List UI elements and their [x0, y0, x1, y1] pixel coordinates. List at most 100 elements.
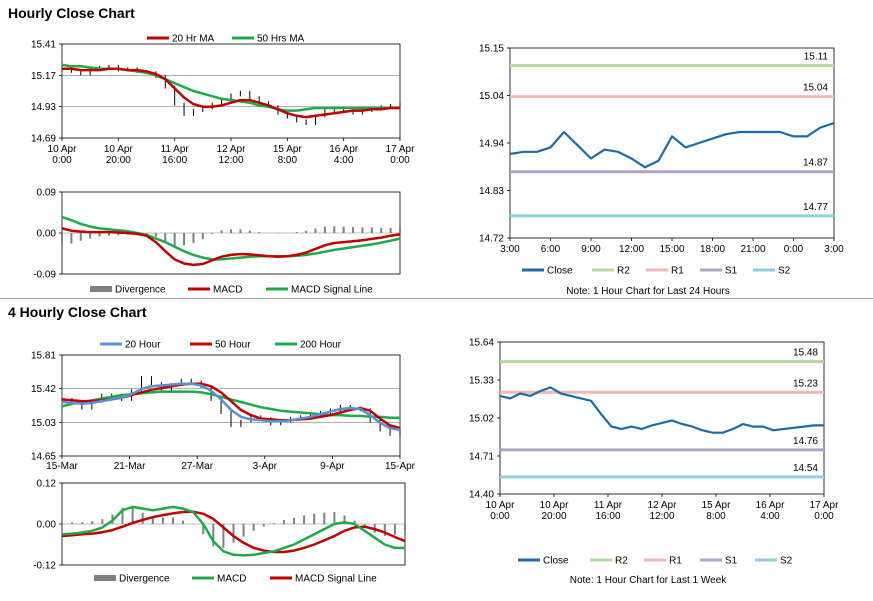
four-hourly-price-y-tick-label: 15.03 [31, 418, 56, 429]
four-hourly-price-y-tick-label: 14.65 [31, 452, 56, 463]
four-hourly-pivot-x-tick-label: 4:00 [760, 511, 780, 522]
hourly-pivot-x-tick-label: 15:00 [659, 244, 684, 255]
hourly-macd-y-tick-label: 0.09 [37, 188, 57, 199]
hourly-pivot-x-tick-label: 3:00 [824, 244, 844, 255]
hourly-section-title: Hourly Close Chart [8, 5, 135, 21]
hourly-pivot-legend-close-label: Close [547, 266, 573, 277]
four-hourly-pivot-level-label-r2: 15.48 [793, 348, 818, 359]
hourly-pivot-x-tick-label: 12:00 [619, 244, 644, 255]
four-hourly-price-x-tick-label: 15-Apr [385, 461, 416, 472]
four-hourly-price-y-tick-label: 15.42 [31, 384, 56, 395]
four-hourly-price-frame [61, 354, 401, 457]
four-hourly-pivot-x-tick-label: 15 Apr [702, 500, 732, 511]
hourly-price-x-tick-label: 0:00 [52, 155, 72, 166]
hourly-pivot-x-tick-label: 9:00 [581, 244, 601, 255]
four-hourly-pivot-x-tick-label: 0:00 [490, 511, 510, 522]
four-hourly-price-x-tick-label: 15-Mar [46, 461, 78, 472]
four-hourly-pivot-x-tick-label: 12 Apr [648, 500, 678, 511]
hourly-pivot-legend-s2-label: S2 [778, 266, 791, 277]
hourly-pivot-level-label-s1: 14.87 [803, 158, 828, 169]
hourly-pivot-note: Note: 1 Hour Chart for Last 24 Hours [566, 286, 729, 297]
hourly-price-x-tick-label: 10 Apr [104, 144, 134, 155]
four-hourly-price-x-tick-label: 3-Apr [253, 461, 278, 472]
four-hourly-legend-50h-label: 50 Hour [215, 340, 251, 351]
four-hourly-legend-200h-label: 200 Hour [300, 340, 342, 351]
hourly-pivot-legend-r2-label: R2 [617, 266, 630, 277]
hourly-pivot-y-tick-label: 15.04 [479, 91, 504, 102]
hourly-macd-signal-line [61, 215, 401, 261]
four-hourly-pivot-level-label-s2: 14.54 [793, 463, 818, 474]
hourly-macd-legend-divergence-swatch [90, 286, 112, 292]
hourly-pivot-level-label-r2: 15.11 [804, 52, 829, 63]
four-hourly-macd-legend-signal-label: MACD Signal Line [295, 574, 377, 585]
hourly-legend-50hr-label: 50 Hrs MA [257, 34, 305, 45]
hourly-legend-20hr-label: 20 Hr MA [172, 34, 215, 45]
hourly-price-x-tick-label: 4:00 [334, 155, 354, 166]
hourly-macd-y-tick-label: -0.09 [33, 270, 56, 281]
hourly-pivot-y-tick-label: 14.94 [479, 139, 504, 150]
four-hourly-price-x-tick-label: 21-Mar [114, 461, 146, 472]
four-hourly-pivot-level-label-s1: 14.76 [793, 436, 818, 447]
hourly-price-x-tick-label: 8:00 [278, 155, 298, 166]
four-hourly-macd-y-tick-label: 0.12 [37, 479, 57, 490]
hourly-price-y-tick-label: 14.93 [31, 102, 56, 113]
four-hourly-macd-y-tick-label: -0.12 [33, 561, 56, 572]
hourly-pivot-legend-s1-label: S1 [725, 266, 738, 277]
four-hourly-price-x-tick-label: 9-Apr [320, 461, 345, 472]
hourly-price-y-tick-label: 14.69 [31, 134, 56, 145]
four-hourly-macd-line [61, 505, 405, 557]
hourly-price-x-tick-label: 16:00 [162, 155, 187, 166]
hourly-price-y-tick-label: 15.17 [31, 71, 56, 82]
four-hourly-pivot-legend-s1-label: S1 [725, 556, 738, 567]
hourly-pivot-frame [509, 47, 835, 239]
hourly-price-x-tick-label: 12:00 [218, 155, 243, 166]
four-hourly-200h-line [61, 390, 400, 419]
four-hourly-pivot-x-tick-label: 16:00 [595, 511, 620, 522]
hourly-pivot-y-tick-label: 14.83 [479, 186, 504, 197]
four-hourly-pivot-x-tick-label: 12:00 [649, 511, 674, 522]
hourly-20hr-ma-line [62, 67, 400, 119]
four-hourly-pivot-y-tick-label: 14.71 [469, 452, 494, 463]
four-hourly-pivot-legend-close-label: Close [543, 556, 569, 567]
hourly-pivot-close-line [509, 122, 835, 169]
hourly-price-x-tick-label: 10 Apr [48, 144, 78, 155]
hourly-pivot-level-label-s2: 14.77 [803, 202, 828, 213]
hourly-pivot-legend-r1-label: R1 [671, 266, 684, 277]
hourly-macd-legend-divergence-label: Divergence [115, 285, 166, 296]
hourly-pivot-x-tick-label: 21:00 [740, 244, 765, 255]
hourly-macd-legend-macd-label: MACD [213, 285, 242, 296]
four-hourly-pivot-y-tick-label: 15.33 [469, 376, 494, 387]
four-hourly-pivot-x-tick-label: 0:00 [814, 511, 834, 522]
four-hourly-pivot-note: Note: 1 Hour Chart for Last 1 Week [570, 575, 728, 586]
four-hourly-price-y-tick-label: 15.81 [31, 351, 56, 362]
hourly-price-x-tick-label: 0:00 [390, 155, 410, 166]
hourly-price-x-tick-label: 11 Apr [161, 144, 190, 155]
four-hourly-pivot-frame [499, 341, 825, 495]
four-hourly-pivot-x-tick-label: 17 Apr [810, 500, 840, 511]
four-hourly-pivot-y-tick-label: 15.02 [469, 414, 494, 425]
four-hourly-pivot-x-tick-label: 10 Apr [540, 500, 570, 511]
hourly-pivot-x-tick-label: 6:00 [541, 244, 561, 255]
four-hourly-pivot-x-tick-label: 8:00 [706, 511, 726, 522]
hourly-pivot-x-tick-label: 18:00 [700, 244, 725, 255]
four-hourly-pivot-x-tick-label: 16 Apr [756, 500, 786, 511]
four-hourly-pivot-x-tick-label: 11 Apr [594, 500, 623, 511]
four-hourly-section-title: 4 Hourly Close Chart [8, 304, 147, 320]
hourly-price-frame [61, 43, 401, 139]
four-hourly-macd-legend-divergence-swatch [94, 575, 116, 581]
hourly-pivot-x-tick-label: 3:00 [500, 244, 520, 255]
four-hourly-pivot-x-tick-label: 20:00 [541, 511, 566, 522]
four-hourly-pivot-x-tick-label: 10 Apr [486, 500, 516, 511]
hourly-price-x-tick-label: 20:00 [106, 155, 131, 166]
hourly-pivot-level-label-r1: 15.04 [803, 83, 828, 94]
four-hourly-pivot-y-tick-label: 14.40 [469, 490, 494, 501]
hourly-macd-legend-signal-label: MACD Signal Line [291, 285, 373, 296]
four-hourly-macd-legend-macd-label: MACD [217, 574, 246, 585]
hourly-price-x-tick-label: 12 Apr [217, 144, 247, 155]
four-hourly-pivot-legend-s2-label: S2 [780, 556, 793, 567]
hourly-pivot-y-tick-label: 15.15 [479, 44, 504, 55]
four-hourly-pivot-close-line [499, 386, 824, 434]
section-divider [0, 298, 873, 299]
four-hourly-legend-20h-label: 20 Hour [125, 340, 161, 351]
